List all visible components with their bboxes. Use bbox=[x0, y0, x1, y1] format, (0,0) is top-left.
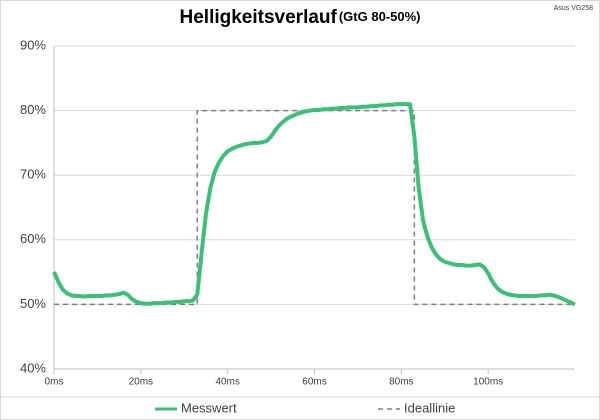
y-tick-label: 60% bbox=[20, 231, 46, 246]
y-tick-label: 80% bbox=[20, 102, 46, 117]
series-line bbox=[52, 102, 576, 307]
legend-label: Messwert bbox=[181, 400, 237, 415]
x-tick-label: 0ms bbox=[45, 377, 64, 388]
x-tick-label: 40ms bbox=[215, 377, 239, 388]
y-tick-label: 70% bbox=[20, 167, 46, 182]
annotation: Asus VG258 bbox=[554, 5, 593, 12]
x-tick-label: 20ms bbox=[129, 377, 153, 388]
x-tick-label: 80ms bbox=[389, 377, 413, 388]
y-tick-label: 50% bbox=[20, 296, 46, 311]
y-tick-label: 90% bbox=[20, 37, 46, 52]
chart-subtitle: (GtG 80-50%) bbox=[339, 9, 421, 24]
x-tick-label: 100ms bbox=[473, 377, 503, 388]
chart-title: Helligkeitsverlauf bbox=[180, 7, 338, 28]
x-tick-label: 60ms bbox=[302, 377, 326, 388]
chart-heading: Helligkeitsverlauf (GtG 80-50%) bbox=[180, 7, 421, 28]
y-tick-label: 40% bbox=[20, 360, 46, 375]
legend-label: Ideallinie bbox=[404, 400, 455, 415]
